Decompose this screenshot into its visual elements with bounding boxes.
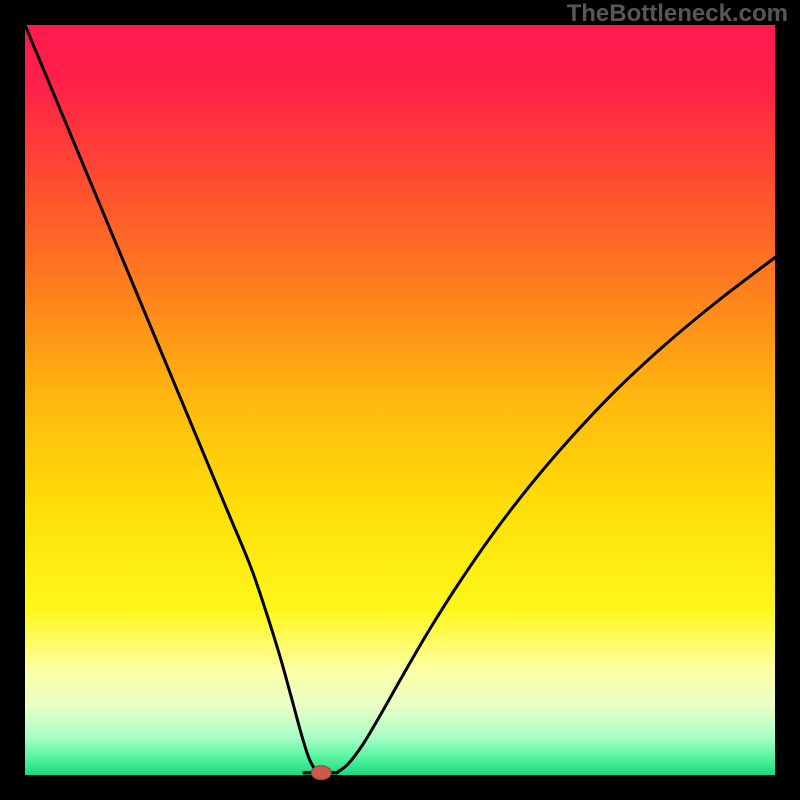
curve-layer (25, 25, 775, 775)
watermark-text: TheBottleneck.com (567, 0, 788, 28)
minimum-marker (311, 766, 331, 780)
plot-area (25, 25, 775, 775)
bottleneck-curve (25, 25, 775, 773)
